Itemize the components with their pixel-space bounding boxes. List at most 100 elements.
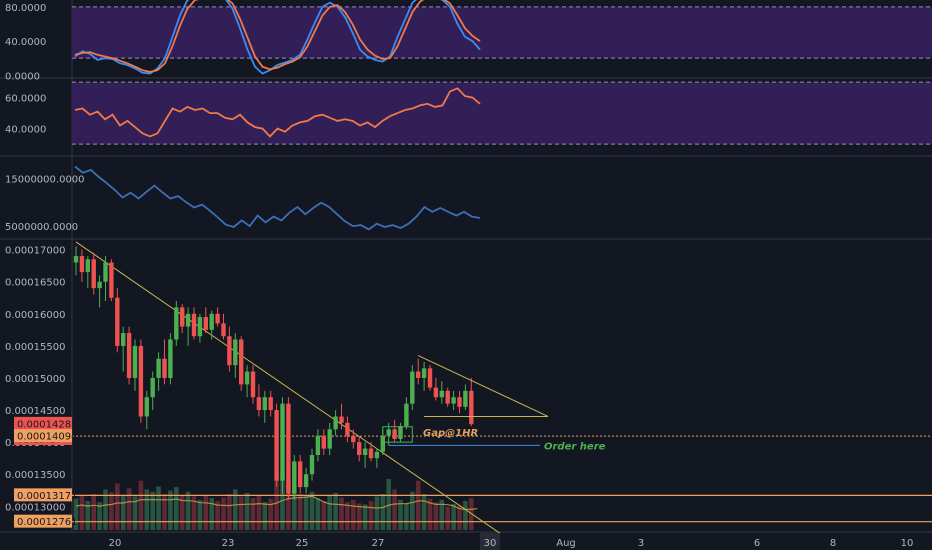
time-axis-label: 20 <box>109 538 122 549</box>
volume-bar <box>185 491 191 530</box>
volume-bar <box>97 502 102 530</box>
volume-bar <box>439 499 445 530</box>
candle-body <box>445 390 450 404</box>
volume-bar <box>268 498 273 530</box>
candle-body <box>191 313 197 337</box>
volume-bar <box>321 501 327 530</box>
candle-body <box>368 448 374 459</box>
price-y-tick-label: 0.00014500 <box>5 406 65 417</box>
candle-body <box>380 435 385 452</box>
candle-body <box>239 339 244 385</box>
volume-bar <box>398 499 403 530</box>
volume-bar <box>138 480 144 530</box>
candle-body <box>427 368 433 388</box>
volume-bar <box>292 489 297 530</box>
candle-body <box>298 461 303 488</box>
time-axis-label: 8 <box>830 538 836 549</box>
price-y-tick-label: 0.00017000 <box>5 246 65 257</box>
price-tag-background <box>14 488 72 502</box>
volume-bar <box>392 489 397 530</box>
candle-body <box>262 397 267 411</box>
candle-body <box>91 259 96 289</box>
price-tag-background <box>14 429 72 443</box>
volume-bar <box>191 496 197 530</box>
time-axis-highlight-label: 30 <box>484 538 497 549</box>
candle-body <box>404 403 409 427</box>
price-y-tick-label: 0.00015000 <box>5 374 65 385</box>
volume-bar <box>362 504 368 530</box>
candle-body <box>315 435 321 455</box>
obv-y-tick-label: 5000000.0000 <box>5 222 78 233</box>
volume-ma-line <box>75 495 478 510</box>
time-axis-label: 3 <box>638 538 644 549</box>
volume-bar <box>433 502 439 530</box>
candle-body <box>469 390 474 425</box>
candle-body <box>233 339 238 366</box>
candle-body <box>115 297 120 346</box>
volume-bar <box>404 503 409 530</box>
candle-body <box>345 422 350 436</box>
candle-body <box>416 371 421 378</box>
volume-bar <box>297 494 303 530</box>
volume-bar <box>197 499 203 530</box>
candle-body <box>103 262 108 282</box>
volume-bar <box>339 497 344 530</box>
order-label: Order here <box>544 441 606 452</box>
candle-body <box>144 397 149 417</box>
volume-bar <box>144 489 150 530</box>
candle-body <box>85 259 90 273</box>
volume-bar <box>327 495 332 530</box>
candle-body <box>132 345 138 378</box>
time-axis-label: 6 <box>754 538 760 549</box>
candle-body <box>79 256 85 273</box>
candle-body <box>433 387 439 398</box>
candle-body <box>209 313 214 330</box>
volume-bar <box>227 494 232 530</box>
volume-bar <box>168 490 173 530</box>
price-tag-text: 0.00014094 <box>17 432 77 443</box>
volume-bar <box>303 496 309 530</box>
candle-body <box>421 368 427 378</box>
candle-body <box>180 307 185 327</box>
price-tag-background <box>14 416 72 430</box>
volume-bar <box>162 494 167 530</box>
price-y-tick-label: 0.00015500 <box>5 342 65 353</box>
volume-bar <box>209 498 214 530</box>
candle-body <box>309 454 315 475</box>
candle-body <box>410 371 415 404</box>
volume-bar <box>386 478 391 530</box>
candle-body <box>150 377 155 398</box>
stochastic-y-tick-label: 80.0000 <box>5 3 46 14</box>
price-y-tick-label: 0.00013000 <box>5 502 65 513</box>
candle-body <box>227 336 232 366</box>
volume-bar <box>374 496 380 530</box>
volume-bar <box>451 503 456 530</box>
volume-bar <box>174 487 179 530</box>
volume-bar <box>91 494 96 530</box>
candle-body <box>215 313 220 324</box>
obv-y-tick-label: 15000000.0000 <box>5 174 85 185</box>
rsi-band <box>72 82 932 145</box>
candle-body <box>398 426 403 439</box>
price-tag-text: 0.00013171 <box>17 491 77 502</box>
time-axis-highlight <box>480 533 500 550</box>
volume-bar <box>380 494 386 530</box>
rsi-y-tick-label: 40.0000 <box>5 125 46 136</box>
candle-body <box>339 416 344 423</box>
volume-bar <box>221 497 226 530</box>
triangle-upper-line <box>417 355 549 417</box>
candle-body <box>221 323 226 337</box>
price-tag-background <box>14 514 72 528</box>
candle-body <box>256 397 262 411</box>
candle-body <box>457 397 462 407</box>
candle-body <box>351 435 356 443</box>
stochastic-band <box>72 6 932 59</box>
stochastic-y-tick-label: 40.0000 <box>5 37 46 48</box>
volume-bar <box>79 495 85 530</box>
candle-body <box>386 429 391 436</box>
candle-body <box>174 307 179 340</box>
rsi-series-line-1 <box>74 87 481 138</box>
time-axis-label: 27 <box>372 538 385 549</box>
candle-body <box>138 345 144 417</box>
